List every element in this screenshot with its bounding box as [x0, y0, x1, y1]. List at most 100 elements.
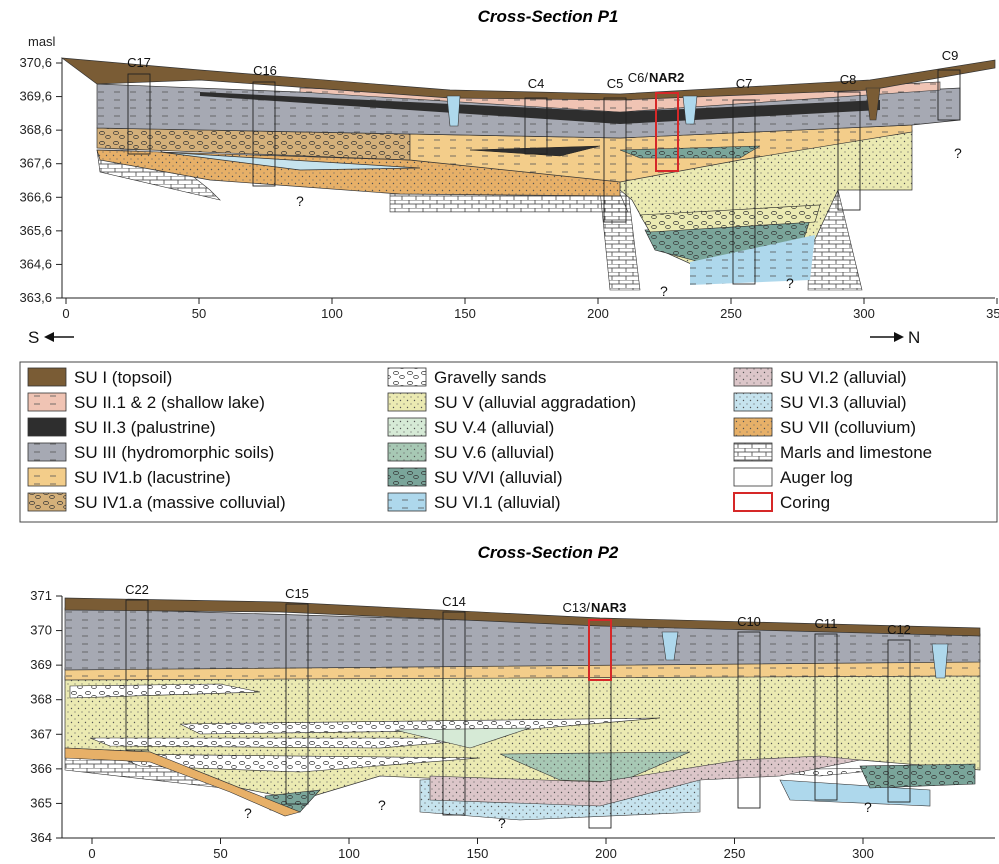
p2-y-tick-label: 366 [30, 761, 52, 776]
p1-x-tick-label: 50 [192, 306, 206, 321]
p2-bore-c10: C10 [737, 614, 761, 629]
legend-swatch [27, 367, 67, 387]
p2-x-tick-label: 100 [338, 846, 360, 859]
p2-bore-c12: C12 [887, 622, 911, 637]
p1-y-tick-label: 367,6 [19, 156, 52, 171]
p1-bore-c8: C8 [840, 72, 857, 87]
p2-bore-nar3: NAR3 [591, 600, 626, 615]
p2-su-v4 [394, 727, 531, 749]
p1-bore-c4: C4 [528, 76, 545, 91]
p1-y-tick-label: 365,6 [19, 223, 52, 238]
legend-swatch [387, 492, 427, 512]
legend-swatch [733, 492, 773, 512]
legend-label: Auger log [780, 468, 853, 487]
p2-x-tick-label: 0 [88, 846, 95, 859]
p1-bore-nar2: NAR2 [649, 70, 684, 85]
p1-bore-c7: C7 [736, 76, 753, 91]
legend-label: SU V.6 (alluvial) [434, 443, 554, 462]
legend-label: Gravelly sands [434, 368, 546, 387]
legend-swatch [387, 442, 427, 462]
p2-bore-c11: C11 [815, 616, 838, 631]
legend-label: SU I (topsoil) [74, 368, 172, 387]
p1-y-ticks: 370,6 369,6 368,6 367,6 366,6 365,6 364,6 363,6 [19, 55, 62, 305]
p2-x-tick-label: 250 [724, 846, 746, 859]
p1-x-tick-label: 0 [62, 306, 69, 321]
p2-x-tick-label: 150 [467, 846, 489, 859]
p1-y-tick-label: 366,6 [19, 189, 52, 204]
legend-label: SU V (alluvial aggradation) [434, 393, 636, 412]
legend-swatch [387, 467, 427, 487]
p2-x-tick-label: 50 [213, 846, 227, 859]
p2-x-tick-label: 200 [595, 846, 617, 859]
legend-label: Marls and limestone [780, 443, 932, 462]
legend-swatch [27, 492, 67, 512]
legend-label: SU VI.3 (alluvial) [780, 393, 907, 412]
p2-y-tick-label: 367 [30, 726, 52, 741]
p2-y-tick-label: 371 [30, 588, 52, 603]
p1-bore-c16: C16 [253, 63, 277, 78]
cross-section-p1: Cross-Section P1 masl [19, 7, 999, 347]
legend-label: SU V/VI (alluvial) [434, 468, 562, 487]
p1-y-tick-label: 369,6 [19, 89, 52, 104]
p1-title: Cross-Section P1 [478, 7, 619, 26]
legend-swatch [27, 417, 67, 437]
legend-label: Coring [780, 493, 830, 512]
p1-x-tick-label: 250 [720, 306, 742, 321]
legend-frame [19, 361, 998, 523]
legend-label: SU VI.1 (alluvial) [434, 493, 561, 512]
legend-swatch [733, 442, 773, 462]
p2-bore-c15: C15 [285, 586, 309, 601]
p1-bore-c17: C17 [127, 55, 151, 70]
p2-unknown-4: ? [864, 799, 872, 815]
p1-bore-c6: C6/ [628, 70, 649, 85]
legend-label: SU VII (colluvium) [780, 418, 916, 437]
p2-y-tick-label: 364 [30, 830, 52, 845]
p2-coring-nar3 [588, 619, 612, 681]
legend-label: SU VI.2 (alluvial) [780, 368, 907, 387]
legend-swatch [733, 367, 773, 387]
legend-label: SU II.1 & 2 (shallow lake) [74, 393, 265, 412]
p1-x-ticks: 050100150200250300350400 [62, 298, 999, 321]
p1-x-tick-label: 350 [986, 306, 999, 321]
legend-label: SU IV1.a (massive colluvial) [74, 493, 286, 512]
p2-unknown-1: ? [244, 805, 252, 821]
p2-bore-c22: C22 [125, 582, 149, 597]
p1-y-tick-label: 364,6 [19, 256, 52, 271]
p1-coring-nar2 [655, 92, 679, 172]
p1-bore-c9: C9 [942, 48, 959, 63]
p1-bore-c5: C5 [607, 76, 624, 91]
p1-unknown-4: ? [954, 145, 962, 161]
p1-x-tick-label: 200 [587, 306, 609, 321]
cross-section-p2: Cross-Section P2 [30, 543, 995, 861]
p2-gravel-lenses [69, 683, 901, 777]
p1-su-i [60, 57, 996, 101]
p1-y-tick-label: 368,6 [19, 122, 52, 137]
legend-label: SU IV1.b (lacustrine) [74, 468, 231, 487]
p1-su-ii3 [200, 92, 880, 124]
legend-swatch [733, 417, 773, 437]
p2-y-tick-label: 365 [30, 795, 52, 810]
p2-y-ticks: 371 370 369 368 367 366 365 364 [30, 588, 62, 845]
p1-x-tick-label: 150 [454, 306, 476, 321]
legend-swatch [27, 467, 67, 487]
legend-label: SU II.3 (palustrine) [74, 418, 216, 437]
legend-swatch [733, 392, 773, 412]
legend-swatch [387, 367, 427, 387]
p2-y-tick-label: 370 [30, 623, 52, 638]
legend-swatch [387, 392, 427, 412]
p2-unknown-2: ? [378, 797, 386, 813]
legend-swatch [27, 442, 67, 462]
p2-su-vii [64, 747, 301, 817]
legend-swatch [387, 417, 427, 437]
legend-label: SU III (hydromorphic soils) [74, 443, 274, 462]
p1-direction-right: N [908, 328, 920, 347]
p1-unknown-1: ? [296, 193, 304, 209]
p2-y-tick-label: 368 [30, 692, 52, 707]
legend-swatch [27, 392, 67, 412]
p1-y-tick-label: 370,6 [19, 55, 52, 70]
legend-label: SU V.4 (alluvial) [434, 418, 554, 437]
p1-unknown-2: ? [660, 283, 668, 299]
p2-unknown-3: ? [498, 815, 506, 831]
p1-unknown-3: ? [786, 275, 794, 291]
p2-bore-c14: C14 [442, 594, 466, 609]
